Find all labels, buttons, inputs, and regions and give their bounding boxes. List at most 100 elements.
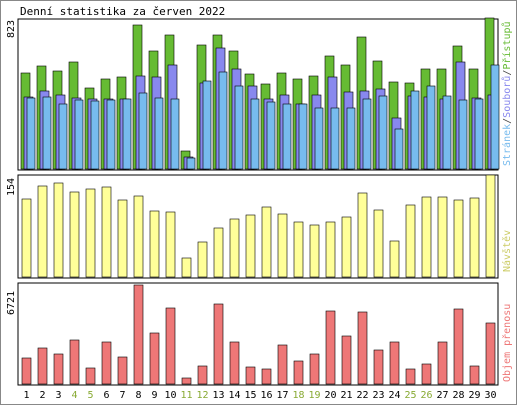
day-labels: 1 2 3 4 5 6 7 8 9 10 11 12 13 14 15 16 17 18 19 20 21 22 23 24 2… bbox=[23, 390, 496, 401]
bar-visits-day-5 bbox=[85, 188, 96, 278]
visits-bars bbox=[21, 174, 496, 278]
day-label-11: 11 bbox=[180, 390, 192, 401]
bar-visits-day-3 bbox=[53, 182, 64, 278]
bar-visits-day-27 bbox=[437, 196, 448, 278]
day-label-28: 28 bbox=[452, 390, 464, 401]
day-label-27: 27 bbox=[436, 390, 448, 401]
bar-visits-day-16 bbox=[261, 206, 272, 278]
bar-requests-stránek-day-27 bbox=[442, 95, 452, 170]
bar-requests-stránek-day-12 bbox=[202, 80, 212, 170]
visits-legend: Návštěv bbox=[501, 230, 513, 272]
bar-visits-day-14 bbox=[229, 218, 240, 278]
day-label-29: 29 bbox=[468, 390, 480, 401]
bar-requests-stránek-day-3 bbox=[58, 103, 68, 170]
legend-requests-item-4: Přístupů bbox=[501, 21, 513, 69]
bar-requests-stránek-day-28 bbox=[458, 99, 468, 170]
bar-requests-stránek-day-6 bbox=[106, 99, 116, 170]
bar-visits-day-8 bbox=[133, 195, 144, 278]
bar-transfer-day-20 bbox=[325, 310, 336, 385]
legend-requests-item-3: / bbox=[502, 70, 513, 76]
bar-requests-stránek-day-9 bbox=[154, 97, 164, 170]
bar-visits-day-6 bbox=[101, 186, 112, 278]
day-label-12: 12 bbox=[196, 390, 208, 401]
bar-requests-stránek-day-1 bbox=[26, 97, 36, 170]
day-label-30: 30 bbox=[484, 390, 496, 401]
bar-requests-stránek-day-22 bbox=[362, 98, 372, 170]
bar-transfer-day-27 bbox=[437, 341, 448, 385]
day-label-21: 21 bbox=[340, 390, 352, 401]
bar-transfer-day-19 bbox=[309, 353, 320, 385]
bar-transfer-day-10 bbox=[165, 307, 176, 385]
day-label-3: 3 bbox=[55, 390, 61, 401]
requests-ymax-label: 823 bbox=[6, 20, 17, 38]
bar-transfer-day-3 bbox=[53, 353, 64, 385]
day-label-6: 6 bbox=[103, 390, 109, 401]
bar-transfer-day-8 bbox=[133, 284, 144, 385]
bar-visits-day-22 bbox=[357, 192, 368, 278]
legend-transfer-item-0: Objem přenosu bbox=[501, 304, 513, 382]
bar-requests-stránek-day-13 bbox=[218, 71, 228, 170]
bar-transfer-day-18 bbox=[293, 360, 304, 385]
bar-requests-stránek-day-26 bbox=[426, 85, 436, 170]
legend-requests-item-0: Stránek bbox=[501, 124, 513, 166]
bar-transfer-day-17 bbox=[277, 344, 288, 385]
day-label-7: 7 bbox=[119, 390, 125, 401]
panel-visits: 154 Návštěv bbox=[6, 174, 513, 279]
bar-transfer-day-16 bbox=[261, 368, 272, 385]
bar-requests-stránek-day-10 bbox=[170, 98, 180, 170]
legend-visits-item-0: Návštěv bbox=[501, 230, 513, 272]
bar-visits-day-18 bbox=[293, 221, 304, 278]
bar-transfer-day-2 bbox=[37, 347, 48, 385]
day-label-16: 16 bbox=[260, 390, 272, 401]
bar-requests-stránek-day-8 bbox=[138, 92, 148, 170]
bar-transfer-day-14 bbox=[229, 341, 240, 385]
bar-requests-stránek-day-25 bbox=[410, 90, 420, 170]
bar-transfer-day-7 bbox=[117, 356, 128, 385]
bar-visits-day-7 bbox=[117, 199, 128, 278]
bar-visits-day-24 bbox=[389, 240, 400, 278]
day-label-24: 24 bbox=[388, 390, 400, 401]
bar-visits-day-17 bbox=[277, 213, 288, 278]
bar-requests-stránek-day-29 bbox=[474, 98, 484, 170]
panel-transfer: 6721 Objem přenosu bbox=[6, 282, 513, 386]
day-label-4: 4 bbox=[71, 390, 77, 401]
bar-transfer-day-26 bbox=[421, 363, 432, 385]
bar-visits-day-2 bbox=[37, 185, 48, 278]
bar-visits-day-23 bbox=[373, 209, 384, 278]
bar-visits-day-4 bbox=[69, 191, 80, 278]
bar-visits-day-9 bbox=[149, 210, 160, 278]
day-label-5: 5 bbox=[87, 390, 93, 401]
bar-visits-day-11 bbox=[181, 257, 192, 278]
bar-requests-stránek-day-21 bbox=[346, 107, 356, 170]
day-label-26: 26 bbox=[420, 390, 432, 401]
day-label-9: 9 bbox=[151, 390, 157, 401]
day-label-14: 14 bbox=[228, 390, 240, 401]
bar-transfer-day-30 bbox=[485, 322, 496, 385]
bar-transfer-day-11 bbox=[181, 377, 192, 385]
transfer-bars bbox=[21, 284, 496, 385]
requests-legend: Stránek/Souborů/Přístupů bbox=[501, 21, 513, 166]
requests-bars bbox=[20, 17, 500, 170]
bar-transfer-day-29 bbox=[469, 365, 480, 385]
bar-requests-stránek-day-2 bbox=[42, 96, 52, 170]
bar-visits-day-26 bbox=[421, 196, 432, 278]
day-label-15: 15 bbox=[244, 390, 256, 401]
bar-visits-day-19 bbox=[309, 224, 320, 278]
bar-transfer-day-28 bbox=[453, 308, 464, 385]
bar-visits-day-15 bbox=[245, 214, 256, 278]
bar-transfer-day-24 bbox=[389, 341, 400, 385]
bar-requests-stránek-day-17 bbox=[282, 103, 292, 170]
bar-requests-stránek-day-24 bbox=[394, 128, 404, 170]
bar-transfer-day-21 bbox=[341, 335, 352, 385]
bar-requests-stránek-day-11 bbox=[186, 157, 196, 170]
bar-requests-stránek-day-18 bbox=[298, 103, 308, 170]
bar-visits-day-20 bbox=[325, 221, 336, 278]
bar-requests-stránek-day-5 bbox=[90, 100, 100, 170]
bar-visits-day-1 bbox=[21, 198, 32, 278]
bar-transfer-day-15 bbox=[245, 366, 256, 385]
bar-transfer-day-12 bbox=[197, 365, 208, 385]
bar-requests-stránek-day-20 bbox=[330, 107, 340, 170]
bar-transfer-day-6 bbox=[101, 341, 112, 385]
